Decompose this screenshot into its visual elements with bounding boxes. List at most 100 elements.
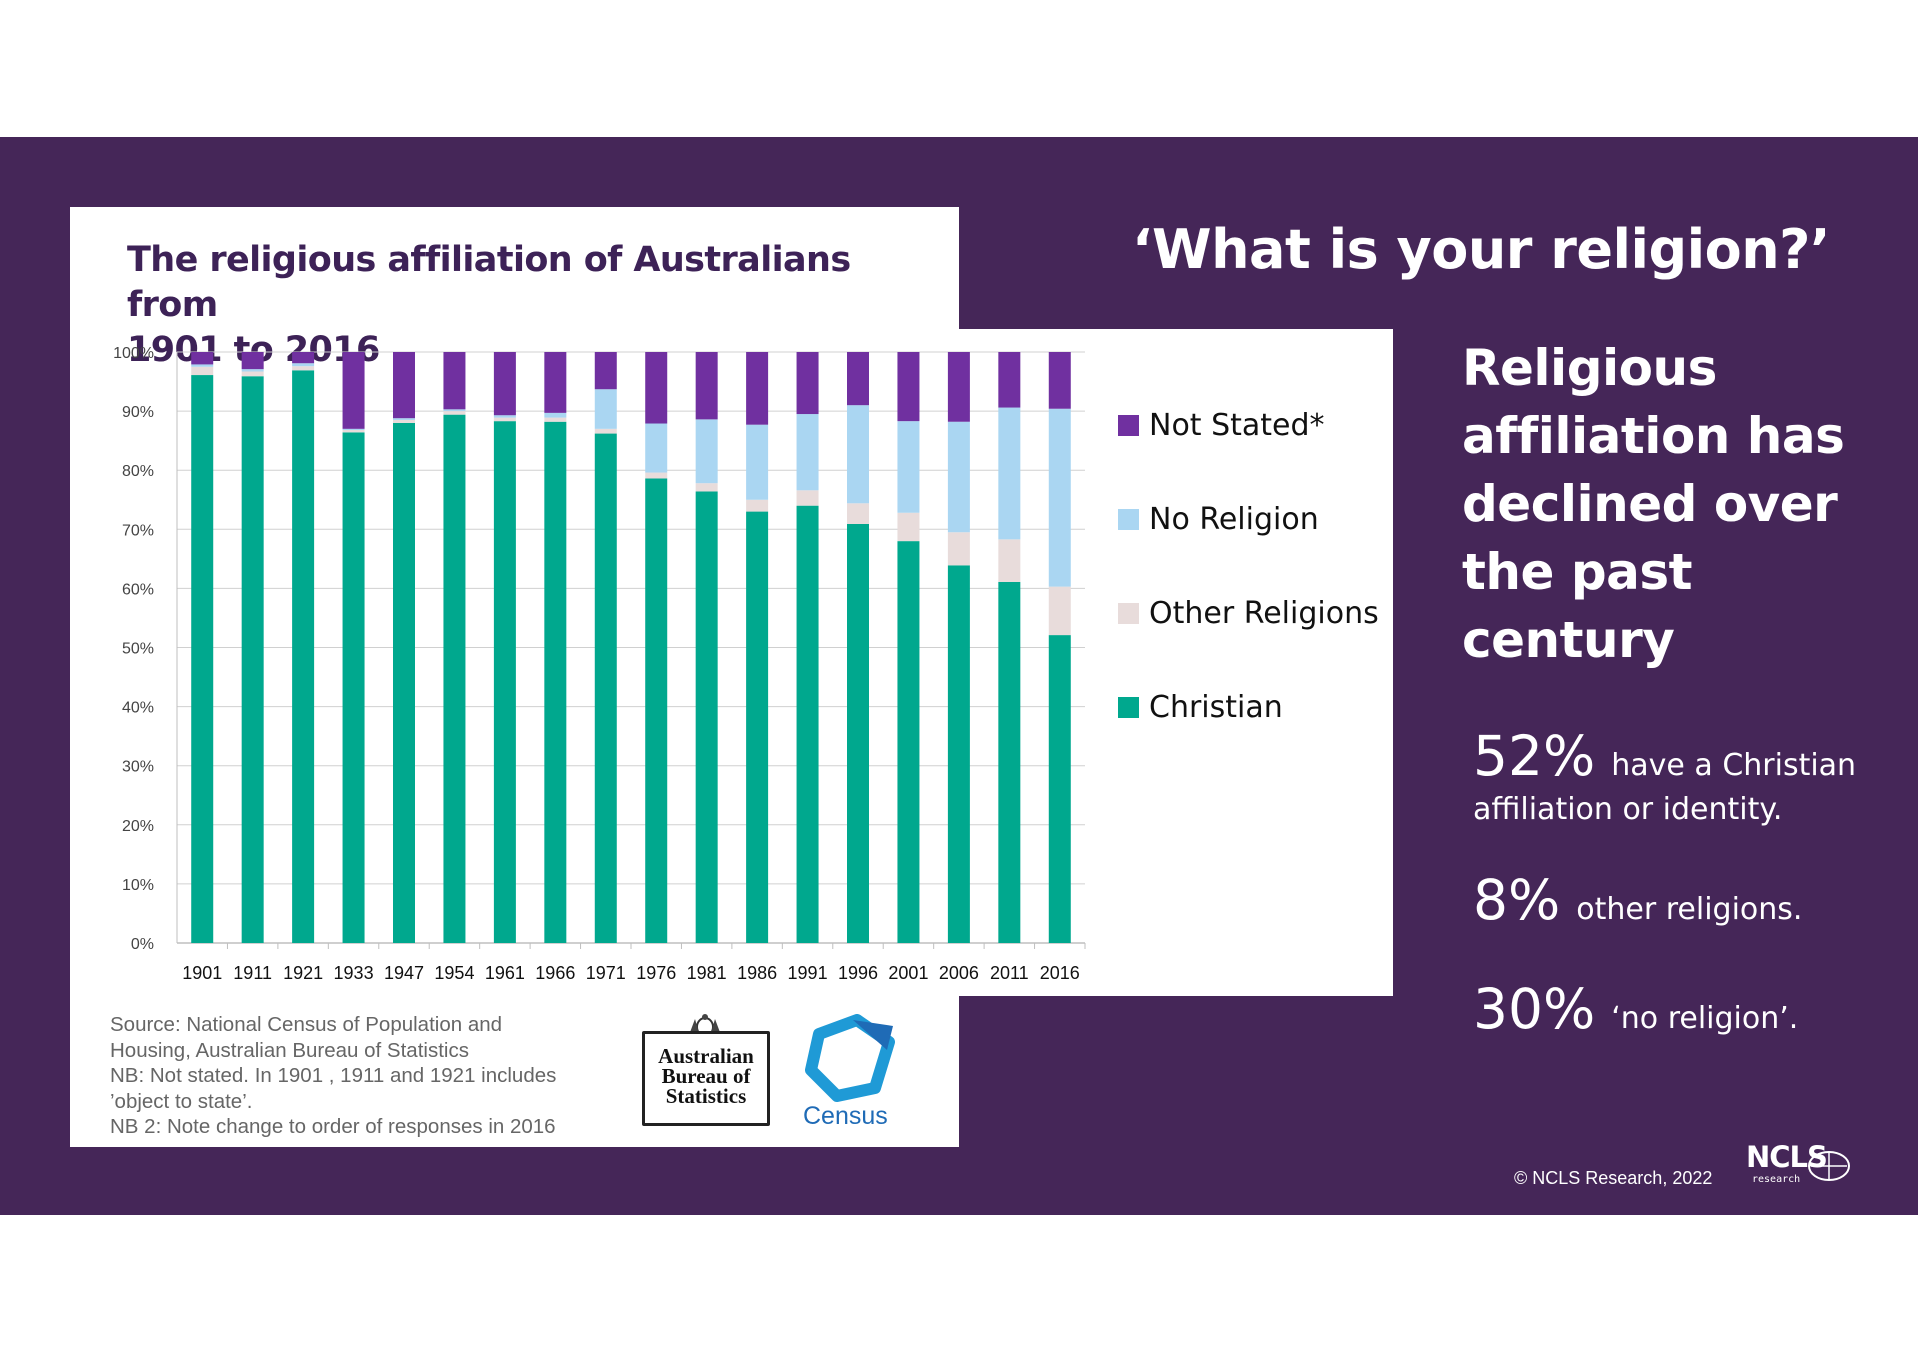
bar-segment xyxy=(746,511,769,943)
x-tick-label: 1971 xyxy=(586,963,626,983)
bar-segment xyxy=(393,418,415,420)
source-line-2: Housing, Australian Bureau of Statistics xyxy=(110,1038,469,1062)
bar-segment xyxy=(594,433,617,943)
stat-other-religions: 8% other religions. xyxy=(1473,868,1802,932)
x-tick-label: 1933 xyxy=(334,963,374,983)
x-tick-label: 1961 xyxy=(485,963,525,983)
bar-segment xyxy=(998,352,1021,408)
bar-segment xyxy=(695,491,718,943)
bar-segment xyxy=(796,352,819,415)
bar-segment xyxy=(1048,586,1071,636)
bar-segment xyxy=(191,352,214,365)
bar-segment xyxy=(695,352,718,420)
x-tick-label: 1986 xyxy=(737,963,777,983)
bar-segment xyxy=(847,352,869,406)
bar-segment xyxy=(393,419,415,423)
globe-icon xyxy=(1808,1151,1850,1181)
legend-item-christian: Christian xyxy=(1118,687,1283,727)
y-tick-label: 10% xyxy=(122,877,154,894)
bar-segment xyxy=(544,421,567,943)
bar-segment xyxy=(746,499,769,512)
census-map-icon xyxy=(805,1014,895,1102)
legend-panel xyxy=(958,329,1393,996)
bar-segment xyxy=(393,352,415,419)
bar-segment xyxy=(342,432,365,943)
bar-segment xyxy=(998,581,1021,943)
bar-segment xyxy=(897,512,920,542)
copyright: © NCLS Research, 2022 xyxy=(1514,1168,1713,1188)
bar-segment xyxy=(342,352,365,429)
bar-segment xyxy=(241,369,264,372)
bar-segment xyxy=(746,424,769,500)
x-tick-label: 1911 xyxy=(233,963,272,983)
bar-segment xyxy=(443,409,466,412)
x-tick-label: 1921 xyxy=(283,963,323,983)
bar-segment xyxy=(443,411,466,415)
abs-logo: Australian Bureau of Statistics xyxy=(640,1013,775,1133)
bar-segment xyxy=(191,366,214,376)
bar-segment xyxy=(1048,352,1071,409)
bar-segment xyxy=(493,415,516,418)
source-line-3: NB: Not stated. In 1901 , 1911 and 1921 … xyxy=(110,1064,557,1087)
bar-segment xyxy=(1048,408,1071,587)
stat-christian-text-2: affiliation or identity. xyxy=(1473,792,1783,827)
bar-segment xyxy=(645,472,668,479)
bar-segment xyxy=(645,478,668,943)
bar-segment xyxy=(241,371,264,377)
abs-logo-box: Australian Bureau of Statistics xyxy=(642,1031,770,1126)
y-tick-label: 0% xyxy=(131,936,154,953)
stat-christian-text: have a Christian xyxy=(1611,748,1857,783)
legend-swatch-not-stated xyxy=(1118,414,1139,436)
y-tick-label: 90% xyxy=(122,404,154,421)
x-tick-label: 1954 xyxy=(434,963,474,983)
source-line-1: Source: National Census of Population an… xyxy=(110,1013,503,1036)
census-logo: Census xyxy=(797,1014,907,1134)
bar-segment xyxy=(594,352,617,390)
bar-segment xyxy=(645,423,668,473)
question-heading: ‘What is your religion?’ xyxy=(1132,218,1831,281)
legend-label-not-stated: Not Stated* xyxy=(1149,407,1325,443)
x-tick-label: 1966 xyxy=(535,963,575,983)
bar-segment xyxy=(695,483,718,492)
bar-segment xyxy=(947,421,970,533)
bar-segment xyxy=(292,352,315,364)
bar-segment xyxy=(292,363,315,367)
x-tick-label: 1991 xyxy=(788,963,828,983)
headline: Religious affiliation has declined over … xyxy=(1462,339,1845,669)
stat-other-value: 8% xyxy=(1473,868,1561,932)
bar-segment xyxy=(796,505,819,943)
stat-no-religion-value: 30% xyxy=(1473,977,1596,1041)
bar-segment xyxy=(241,352,264,370)
bar-segment xyxy=(695,419,718,484)
bar-segment xyxy=(1048,635,1071,943)
bar-segment xyxy=(998,539,1021,582)
y-tick-label: 50% xyxy=(122,641,154,658)
stat-other-text: other religions. xyxy=(1576,892,1803,927)
bar-segment xyxy=(947,532,970,566)
x-tick-label: 1901 xyxy=(182,963,222,983)
bar-segment xyxy=(493,421,516,944)
y-tick-label: 40% xyxy=(122,700,154,717)
bar-segment xyxy=(443,352,466,410)
chart-title-line-1: The religious affiliation of Australians… xyxy=(127,240,851,325)
bar-segment xyxy=(443,414,466,943)
bar-segment xyxy=(897,541,920,943)
bar-segment xyxy=(342,428,365,431)
x-tick-label: 2016 xyxy=(1040,963,1080,983)
x-tick-label: 2001 xyxy=(888,963,928,983)
bar-segment xyxy=(847,405,869,504)
legend-item-other-religions: Other Religions xyxy=(1118,593,1379,633)
y-tick-label: 80% xyxy=(122,463,154,480)
abs-logo-line-2: Bureau of xyxy=(661,1064,751,1088)
bar-segment xyxy=(191,375,214,943)
bar-segment xyxy=(847,503,869,524)
legend-swatch-christian xyxy=(1118,696,1139,718)
bar-segment xyxy=(493,417,516,422)
bar-segment xyxy=(544,417,567,422)
bar-segment xyxy=(594,389,617,429)
legend-label-other-religions: Other Religions xyxy=(1149,595,1379,631)
legend-swatch-no-religion xyxy=(1118,508,1139,530)
x-tick-label: 2006 xyxy=(939,963,979,983)
bar-segment xyxy=(645,352,668,424)
bar-segment xyxy=(241,376,264,944)
